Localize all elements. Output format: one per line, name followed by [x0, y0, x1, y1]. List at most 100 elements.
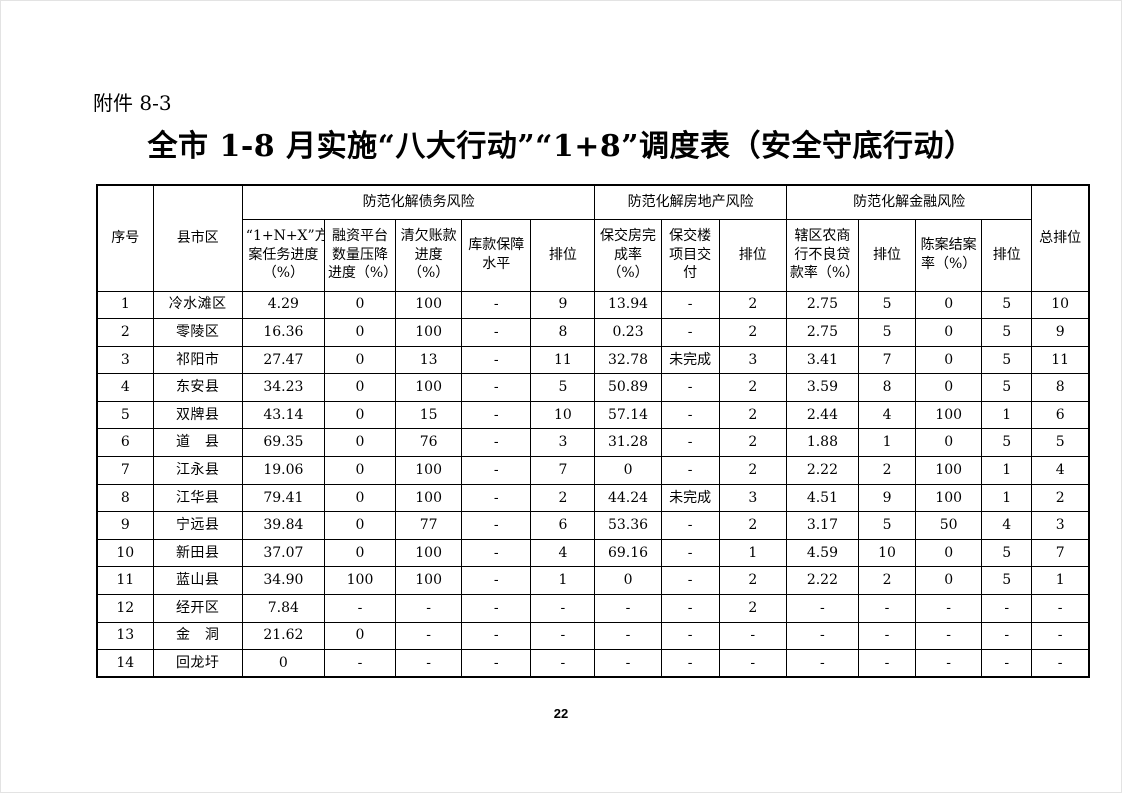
- table-cell: 100: [915, 483, 983, 513]
- table-cell: 0: [915, 345, 983, 375]
- table-cell: 7: [530, 456, 596, 485]
- table-cell: -: [660, 456, 720, 485]
- table-cell: 21.62: [241, 621, 325, 651]
- table-cell: 2.22: [785, 456, 859, 485]
- table-cell: 宁远县: [152, 511, 243, 540]
- table-cell: 7: [1031, 538, 1090, 568]
- table-cell: -: [1031, 649, 1090, 678]
- table-cell: 3.17: [785, 511, 859, 540]
- header-treasury-level: 库款保障水平: [461, 218, 532, 292]
- header-index: 序号: [96, 184, 154, 292]
- table-cell: 蓝山县: [152, 566, 243, 596]
- table-cell: 13: [96, 621, 154, 651]
- attachment-label: 附件 8-3: [93, 91, 172, 115]
- table-cell: 15: [395, 400, 463, 430]
- table-cell: 江永县: [152, 456, 243, 485]
- header-npl-rate: 辖区农商行不良贷款率（%）: [785, 218, 859, 292]
- table-cell: 2: [718, 400, 787, 430]
- table-cell: -: [1031, 594, 1090, 623]
- table-cell: -: [461, 290, 532, 320]
- table-cell: 东安县: [152, 373, 243, 402]
- table-cell: -: [461, 594, 532, 623]
- header-npl-rank: 排位: [857, 218, 917, 292]
- table-cell: 0: [915, 318, 983, 347]
- table-cell: -: [1031, 621, 1090, 651]
- header-debt-rank: 排位: [530, 218, 596, 292]
- table-cell: 3: [718, 345, 787, 375]
- table-cell: 1: [530, 566, 596, 596]
- table-cell: 100: [395, 566, 463, 596]
- table-cell: 27.47: [241, 345, 325, 375]
- table-cell: 3: [96, 345, 154, 375]
- table-cell: 道 县: [152, 428, 243, 458]
- table-cell: 32.78: [594, 345, 662, 375]
- table-cell: 50: [915, 511, 983, 540]
- table-cell: -: [660, 373, 720, 402]
- table-cell: 100: [395, 318, 463, 347]
- table-cell: -: [660, 290, 720, 320]
- table-cell: 2.44: [785, 400, 859, 430]
- table-cell: 8: [96, 483, 154, 513]
- table-cell: 0: [323, 456, 397, 485]
- table-cell: 9: [530, 290, 596, 320]
- table-cell: 8: [530, 318, 596, 347]
- header-group-realestate-risk: 防范化解房地产风险: [594, 184, 787, 220]
- table-row: 4 东安县 34.23 0 100-5 50.89-2 3.59 8 0 5 8: [96, 373, 1090, 402]
- table-cell: 2: [718, 373, 787, 402]
- table-cell: 4: [981, 511, 1033, 540]
- table-cell: 5: [981, 373, 1033, 402]
- table-cell: -: [785, 649, 859, 678]
- table-cell: -: [323, 594, 397, 623]
- header-financing-platform: 融资平台数量压降进度（%）: [323, 218, 397, 292]
- table-cell: -: [461, 373, 532, 402]
- table-cell: -: [981, 649, 1033, 678]
- table-cell: 未完成: [660, 345, 720, 375]
- table-cell: -: [660, 538, 720, 568]
- table-cell: -: [857, 649, 917, 678]
- table-cell: -: [857, 594, 917, 623]
- table-cell: -: [395, 621, 463, 651]
- table-cell: 0: [915, 566, 983, 596]
- table-cell: 冷水滩区: [152, 290, 243, 320]
- table-cell: -: [915, 594, 983, 623]
- table-body: 1 冷水滩区 4.29 0 100-9 13.94-2 2.75 5 0 5 10 2 零陵区 16.36…: [96, 290, 1090, 678]
- table-cell: 4: [96, 373, 154, 402]
- table-cell: 3: [1031, 511, 1090, 540]
- table-cell: 2: [857, 566, 917, 596]
- table-cell: 3: [530, 428, 596, 458]
- table-cell: -: [981, 594, 1033, 623]
- table-cell: -: [915, 621, 983, 651]
- table-cell: 0: [915, 428, 983, 458]
- table-cell: 新田县: [152, 538, 243, 568]
- table-cell: 2: [718, 290, 787, 320]
- table-cell: -: [461, 511, 532, 540]
- table-cell: 69.35: [241, 428, 325, 458]
- header-realestate-rank: 排位: [718, 218, 787, 292]
- table-cell: 7: [96, 456, 154, 485]
- header-housing-completion: 保交房完成率（%）: [594, 218, 662, 292]
- table-cell: 6: [1031, 400, 1090, 430]
- table-cell: 12: [96, 594, 154, 623]
- table-cell: 5: [857, 511, 917, 540]
- table-cell: -: [530, 621, 596, 651]
- table-cell: 0: [915, 538, 983, 568]
- table-row: 5 双牌县 43.14 0 15-10 57.14-2 2.44 4 100 1 6: [96, 400, 1090, 430]
- table-cell: 57.14: [594, 400, 662, 430]
- table-cell: -: [785, 621, 859, 651]
- table-row: 11 蓝山县 34.90 100 100-1 0-2 2.22 2 0 5 1: [96, 566, 1090, 596]
- table-cell: 7.84: [241, 594, 325, 623]
- table-cell: 1: [1031, 566, 1090, 596]
- table-cell: -: [594, 621, 662, 651]
- table-cell: 13.94: [594, 290, 662, 320]
- table-row: 14 回龙圩 0- - - - - - - - - - - -: [96, 649, 1090, 678]
- table-cell: 0: [323, 511, 397, 540]
- table-cell: -: [395, 649, 463, 678]
- table-cell: 2.22: [785, 566, 859, 596]
- table-row: 7 江永县 19.06 0 100-7 0-2 2.22 2 100 1 4: [96, 456, 1090, 485]
- table-cell: -: [660, 649, 720, 678]
- table-cell: 经开区: [152, 594, 243, 623]
- table-cell: 4: [530, 538, 596, 568]
- table-cell: 0: [323, 428, 397, 458]
- table-cell: 5: [981, 538, 1033, 568]
